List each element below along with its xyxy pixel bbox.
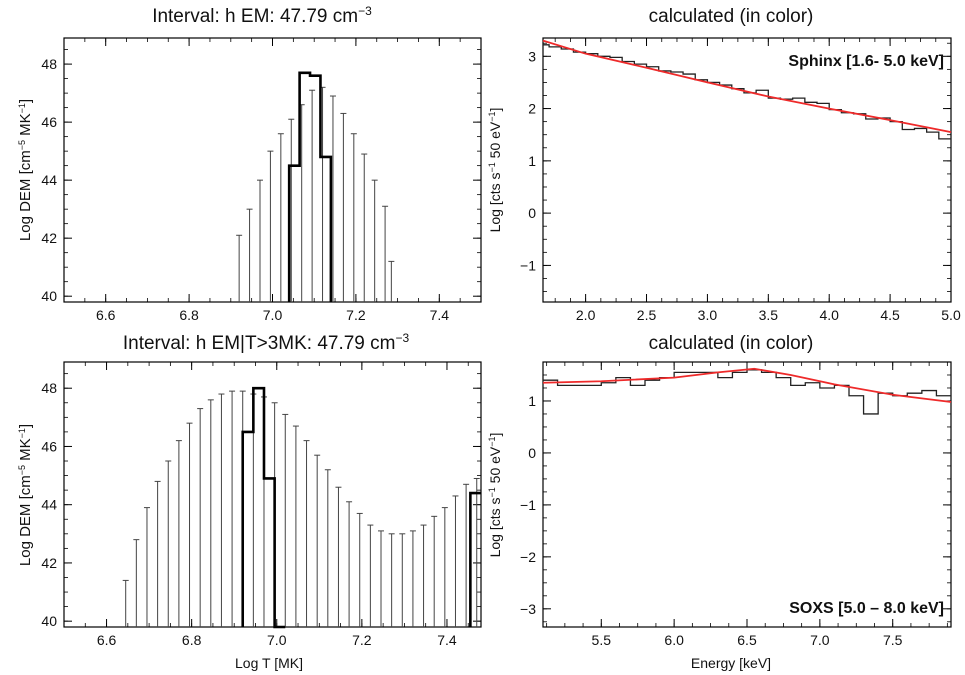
y-tick-label: −1 <box>520 257 536 273</box>
svg-text:Log DEM [cm−5 MK−1]: Log DEM [cm−5 MK−1] <box>17 99 34 241</box>
dem-histogram-edge-bin <box>469 491 481 627</box>
panel-title: Interval: h EM: 47.79 cm−3 <box>152 4 372 27</box>
y-axis-label: Log [cts s−1 50 eV−1] <box>487 108 503 233</box>
x-tick-label: 7.4 <box>437 632 457 648</box>
x-tick-label: 5.5 <box>592 632 612 648</box>
dem-histogram-line <box>241 386 286 629</box>
x-tick-label: 4.0 <box>819 307 839 323</box>
plot-frame <box>542 37 952 303</box>
x-tick-label: 7.0 <box>267 632 287 648</box>
x-tick-label: 3.5 <box>759 307 779 323</box>
x-axis-label: Log T [MK] <box>235 655 303 671</box>
x-tick-label: 6.0 <box>664 632 684 648</box>
instrument-annotation: Sphinx [1.6- 5.0 keV] <box>788 53 944 70</box>
y-axis-label: Log [cts s−1 50 eV−1] <box>487 433 503 558</box>
y-tick-label: −3 <box>520 601 536 617</box>
y-tick-label: 44 <box>41 172 57 188</box>
x-tick-label: 6.8 <box>179 307 199 323</box>
model-spectrum-line <box>542 39 952 133</box>
y-tick-label: 3 <box>528 48 536 64</box>
x-tick-label: 6.8 <box>182 632 202 648</box>
x-tick-label: 7.0 <box>263 307 283 323</box>
plot-frame <box>63 361 482 628</box>
svg-text:Log [cts s−1 50 eV−1]: Log [cts s−1 50 eV−1] <box>487 433 503 558</box>
x-tick-label: 6.6 <box>96 307 116 323</box>
y-axis-label: Log DEM [cm−5 MK−1] <box>17 99 34 241</box>
y-tick-label: 40 <box>41 613 57 629</box>
svg-text:Log [cts s−1 50 eV−1]: Log [cts s−1 50 eV−1] <box>487 108 503 233</box>
x-tick-label: 6.6 <box>97 632 117 648</box>
y-tick-label: 40 <box>41 288 57 304</box>
y-tick-label: 1 <box>528 153 536 169</box>
x-tick-label: 7.2 <box>346 307 366 323</box>
observed-spectrum-line <box>543 369 951 415</box>
y-tick-label: 46 <box>41 438 57 454</box>
x-tick-label: 7.5 <box>883 632 903 648</box>
panel-spectrum-sphinx: calculated (in color) Log [cts s−1 50 eV… <box>487 6 961 323</box>
y-tick-label: −1 <box>520 497 536 513</box>
dem-histogram-line <box>287 71 333 302</box>
x-tick-label: 6.5 <box>737 632 757 648</box>
x-tick-label: 3.0 <box>698 307 718 323</box>
panel-dem-interval-top: Interval: h EM: 47.79 cm−3 Log DEM [cm−5… <box>17 4 482 323</box>
y-tick-label: 1 <box>528 393 536 409</box>
y-tick-label: 0 <box>528 205 536 221</box>
y-tick-label: 42 <box>41 555 57 571</box>
x-tick-label: 7.2 <box>352 632 372 648</box>
x-axis-label: Energy [keV] <box>691 655 771 671</box>
instrument-annotation: SOXS [5.0 – 8.0 keV] <box>789 600 944 617</box>
x-tick-label: 7.0 <box>810 632 830 648</box>
svg-text:Log DEM [cm−5 MK−1]: Log DEM [cm−5 MK−1] <box>17 424 34 566</box>
x-tick-label: 4.5 <box>880 307 900 323</box>
x-tick-label: 2.0 <box>576 307 596 323</box>
panel-spectrum-soxs: calculated (in color) Log [cts s−1 50 eV… <box>487 333 952 671</box>
panel-title: calculated (in color) <box>649 6 814 27</box>
panel-title: calculated (in color) <box>649 333 814 354</box>
plot-frame <box>63 37 482 303</box>
y-tick-label: −2 <box>520 549 536 565</box>
y-axis-label: Log DEM [cm−5 MK−1] <box>17 424 34 566</box>
plot-frame <box>542 361 952 628</box>
y-tick-label: 48 <box>41 56 57 72</box>
y-tick-label: 0 <box>528 445 536 461</box>
model-spectrum-line <box>542 367 952 403</box>
panel-dem-interval-bottom: Interval: h EM|T>3MK: 47.79 cm−3 Log DEM… <box>17 331 482 671</box>
y-tick-label: 48 <box>41 380 57 396</box>
y-tick-label: 44 <box>41 497 57 513</box>
y-tick-label: 2 <box>528 101 536 117</box>
x-tick-label: 2.5 <box>637 307 657 323</box>
x-tick-label: 7.4 <box>430 307 450 323</box>
y-tick-label: 42 <box>41 230 57 246</box>
y-tick-label: 46 <box>41 114 57 130</box>
x-tick-label: 5.0 <box>941 307 961 323</box>
panel-title: Interval: h EM|T>3MK: 47.79 cm−3 <box>123 331 410 354</box>
